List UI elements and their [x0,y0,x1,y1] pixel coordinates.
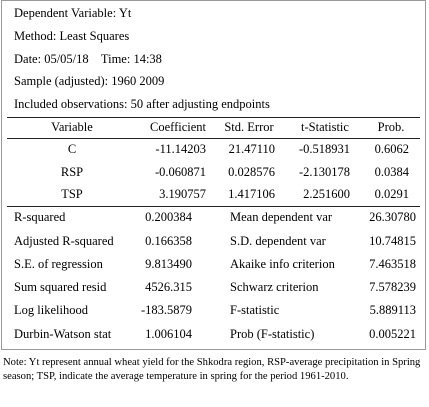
stat-ssr-label: Sum squared resid [14,280,107,294]
regression-output-box: Dependent Variable: Yt Method: Least Squ… [1,0,426,350]
table-row-rsp-prob: 0.0384 [374,165,409,179]
stat-log-likelihood-value: -183.5879 [140,303,192,317]
stat-schwarz-value: 7.578239 [369,280,416,294]
stat-se-regression-label: S.E. of regression [14,257,103,271]
dependent-variable-line: Dependent Variable: Yt [14,6,132,20]
coef-bottom-rule [7,206,420,207]
sample-line: Sample (adjusted): 1960 2009 [14,74,165,88]
table-row-rsp-t-statistic: -2.130178 [298,165,350,179]
table-row-rsp-coefficient: -0.060871 [154,165,206,179]
stat-adj-r-squared-value: 0.166358 [145,234,192,248]
col-header-prob: Prob. [377,120,405,134]
table-note: Note: Yt represent annual wheat yield fo… [3,357,421,383]
stat-ssr-value: 4526.315 [145,280,192,294]
table-row-tsp-coefficient: 3.190757 [159,187,206,201]
stat-log-likelihood-label: Log likelihood [14,303,88,317]
stat-akaike-label: Akaike info criterion [230,257,335,271]
stat-f-statistic-value: 5.889113 [369,303,416,317]
table-row-tsp-t-statistic: 2.251600 [303,187,350,201]
col-header-coefficient: Coefficient [150,120,206,134]
stat-r-squared-value: 0.200384 [145,210,192,224]
table-row-c-std-error: 21.47110 [228,142,275,156]
stat-r-squared-label: R-squared [14,210,66,224]
stat-akaike-value: 7.463518 [369,257,416,271]
table-row-c-coefficient: -11.14203 [155,142,206,156]
stat-mean-dep-value: 26.30780 [369,210,416,224]
stat-se-regression-value: 9.813490 [145,257,192,271]
date-time-line: Date: 05/05/18 Time: 14:38 [14,52,162,66]
stat-mean-dep-label: Mean dependent var [230,210,333,224]
observations-line: Included observations: 50 after adjustin… [14,97,270,111]
table-row-c-prob: 0.6062 [374,142,409,156]
table-row-tsp-prob: 0.0291 [374,187,409,201]
stat-sd-dep-label: S.D. dependent var [230,234,326,248]
table-row-tsp-variable: TSP [61,187,83,201]
stat-durbin-watson-value: 1.006104 [145,327,192,341]
stat-sd-dep-value: 10.74815 [369,234,416,248]
stat-prob-f-label: Prob (F-statistic) [230,327,315,341]
table-row-c-t-statistic: -0.518931 [298,142,350,156]
stat-f-statistic-label: F-statistic [230,303,280,317]
stat-adj-r-squared-label: Adjusted R-squared [14,234,114,248]
table-row-tsp-std-error: 1.417106 [228,187,275,201]
stat-durbin-watson-label: Durbin-Watson stat [14,327,112,341]
col-header-std-error: Std. Error [224,120,274,134]
col-header-variable: Variable [51,120,93,134]
method-line: Method: Least Squares [14,29,130,43]
col-header-t-statistic: t-Statistic [301,120,349,134]
table-top-rule [7,117,420,118]
stat-prob-f-value: 0.005221 [369,327,416,341]
table-row-c-variable: C [67,142,77,156]
header-bottom-rule [7,138,420,139]
stat-schwarz-label: Schwarz criterion [230,280,319,294]
table-row-rsp-variable: RSP [60,165,84,179]
table-row-rsp-std-error: 0.028576 [228,165,275,179]
